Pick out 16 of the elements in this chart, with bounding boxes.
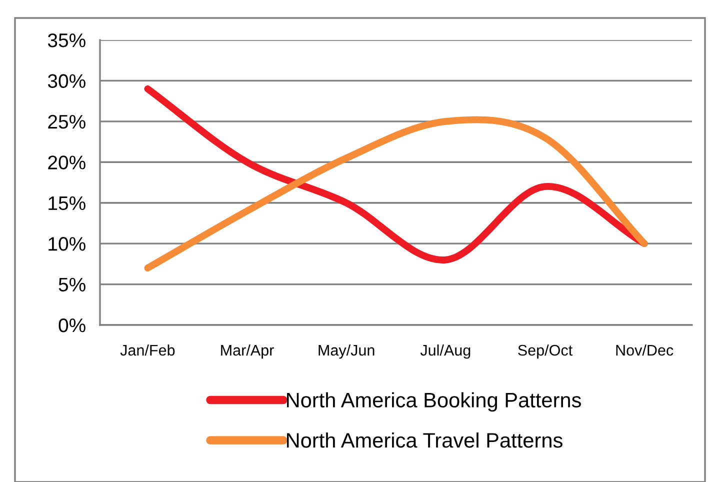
x-tick-label: Mar/Apr — [221, 344, 274, 359]
y-tick-label: 20% — [48, 156, 86, 170]
x-tick-label: Jul/Aug — [420, 344, 470, 359]
y-tick-label: 25% — [48, 114, 86, 129]
legend-label: North America Booking Patterns — [286, 392, 581, 412]
x-tick-label: Jan/Feb — [120, 344, 175, 356]
y-tick-label: 30% — [48, 74, 86, 88]
y-tick-label: 15% — [48, 196, 86, 210]
x-tick-label: May/Jun — [318, 344, 374, 359]
x-tick-label: Sep/Oct — [518, 344, 572, 359]
x-tick-label: Nov/Dec — [616, 344, 674, 356]
legend-label: North America Travel Patterns — [286, 432, 562, 448]
y-tick-label: 5% — [58, 278, 86, 292]
y-tick-label: 10% — [48, 237, 86, 251]
y-tick-label: 0% — [58, 318, 86, 332]
y-tick-label: 35% — [48, 33, 86, 48]
